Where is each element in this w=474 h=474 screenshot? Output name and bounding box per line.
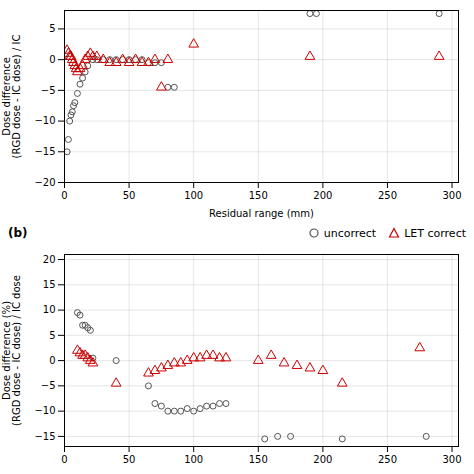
svg-text:Dose difference (%)(RGD dose -: Dose difference (%)(RGD dose - IC dose) …: [1, 275, 22, 426]
svg-text:−10: −10: [34, 115, 55, 126]
svg-text:0: 0: [49, 355, 55, 366]
svg-text:−15: −15: [34, 431, 55, 442]
html-text:uncorrect: uncorrect: [323, 226, 377, 240]
svg-text:0: 0: [61, 190, 67, 201]
svg-text:15: 15: [43, 279, 56, 290]
svg-text:−10: −10: [34, 405, 55, 416]
svg-text:50: 50: [123, 190, 136, 201]
svg-text:Residual range (mm): Residual range (mm): [209, 208, 314, 219]
svg-text:20: 20: [43, 254, 56, 265]
svg-text:300: 300: [442, 190, 461, 201]
svg-text:−5: −5: [41, 380, 56, 391]
html-text:LET correct: LET correct: [404, 226, 466, 240]
html-text:(b): (b): [8, 226, 28, 240]
svg-text:250: 250: [378, 454, 397, 465]
svg-text:Dose difference(RGD dose - IC: Dose difference(RGD dose - IC dose) / IC: [1, 35, 22, 159]
svg-text:0: 0: [49, 54, 55, 65]
svg-text:0: 0: [61, 454, 67, 465]
svg-text:200: 200: [313, 454, 332, 465]
svg-text:5: 5: [49, 330, 55, 341]
svg-text:10: 10: [43, 304, 56, 315]
svg-text:−20: −20: [34, 177, 55, 188]
svg-text:200: 200: [313, 190, 332, 201]
svg-text:300: 300: [442, 454, 461, 465]
svg-text:150: 150: [249, 190, 268, 201]
svg-text:−15: −15: [34, 146, 55, 157]
svg-text:−5: −5: [41, 85, 56, 96]
svg-text:50: 50: [123, 454, 136, 465]
svg-text:250: 250: [378, 190, 397, 201]
svg-text:150: 150: [249, 454, 268, 465]
svg-text:100: 100: [184, 454, 203, 465]
svg-text:5: 5: [49, 23, 55, 34]
svg-text:100: 100: [184, 190, 203, 201]
